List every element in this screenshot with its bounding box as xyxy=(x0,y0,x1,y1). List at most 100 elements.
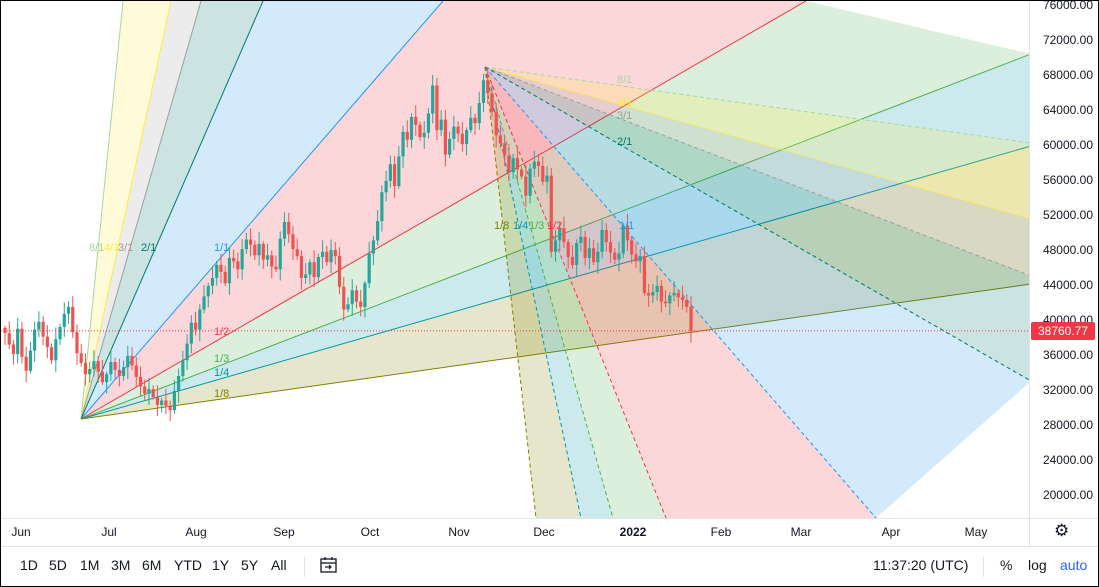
candle-body xyxy=(138,376,143,387)
candle-body xyxy=(367,253,371,284)
range-1y-button[interactable]: 1Y xyxy=(212,557,230,573)
candle-body xyxy=(426,113,431,133)
candle-body xyxy=(452,126,456,139)
fan1-label: 1/8 xyxy=(214,388,229,400)
y-tick-label: 64000.00 xyxy=(1043,103,1093,117)
gann-fan-1-line xyxy=(80,1,172,420)
x-tick-label: Apr xyxy=(882,525,901,539)
candle-body xyxy=(253,244,257,256)
candle-body xyxy=(329,250,333,263)
candle-body xyxy=(172,390,176,411)
gear-icon[interactable]: ⚙ xyxy=(1054,521,1070,540)
candle-body xyxy=(388,164,392,181)
range-1m-button[interactable]: 1M xyxy=(80,557,100,573)
candle-body xyxy=(312,262,316,278)
candle-body xyxy=(28,350,33,371)
candle-body xyxy=(545,175,549,182)
candle-body xyxy=(464,130,469,145)
gann-fan-2-line xyxy=(484,66,1029,144)
candle-body xyxy=(570,257,575,265)
fan1-label: 8/1 xyxy=(89,242,104,254)
gann-fan-1-line xyxy=(80,54,1029,420)
candle-body xyxy=(634,254,638,262)
fan2-label: 4/1 xyxy=(617,97,632,109)
y-tick-label: 32000.00 xyxy=(1043,383,1093,397)
percent-scale-toggle[interactable]: % xyxy=(1000,557,1013,573)
candle-body xyxy=(49,347,54,361)
log-scale-toggle[interactable]: log xyxy=(1028,557,1047,573)
candle-body xyxy=(160,400,164,405)
candle-body xyxy=(147,389,151,394)
candle-body xyxy=(494,111,498,136)
range-all-button[interactable]: All xyxy=(271,557,287,573)
candle-body xyxy=(189,322,193,344)
candle-body xyxy=(117,369,121,376)
candle-body xyxy=(100,371,104,383)
candle-body xyxy=(528,168,532,196)
candle-body xyxy=(155,397,160,405)
range-1d-button[interactable]: 1D xyxy=(20,557,38,573)
candle-body xyxy=(274,266,278,270)
fan1-label: 1/1 xyxy=(214,242,229,254)
x-tick-label: Dec xyxy=(533,525,554,539)
range-ytd-button[interactable]: YTD xyxy=(174,557,202,573)
candle-body xyxy=(507,155,511,173)
candle-body xyxy=(668,295,672,304)
date-range-icon-svg xyxy=(320,557,337,573)
candle-body xyxy=(41,321,45,337)
fan2-label: 1/2 xyxy=(547,220,562,232)
gann-fan-2-band xyxy=(485,67,1029,276)
candle-body xyxy=(325,251,329,263)
candle-body xyxy=(409,117,414,140)
candle-body xyxy=(130,355,134,366)
candle-body xyxy=(79,353,83,363)
range-6m-button[interactable]: 6M xyxy=(142,557,162,573)
candle-body xyxy=(532,161,536,169)
gann-fan-1-line xyxy=(80,1,807,420)
candle-body xyxy=(202,296,206,310)
candle-body xyxy=(320,251,325,257)
candle-body xyxy=(308,262,312,275)
candle-body xyxy=(66,306,71,314)
candle-body xyxy=(227,257,232,284)
candle-body xyxy=(520,169,524,177)
range-5d-button[interactable]: 5D xyxy=(49,557,67,573)
candle-body xyxy=(304,274,308,278)
clock-time[interactable]: 11:37:20 (UTC) xyxy=(873,557,969,573)
chart-canvas[interactable]: 8/1 4/13/1 2/1 1/11/21/31/41/88/14/13/12/11… xyxy=(1,1,1098,546)
candle-body xyxy=(109,362,113,375)
candle-body xyxy=(88,369,92,375)
candle-body xyxy=(541,166,545,182)
candle-body xyxy=(215,264,219,278)
candle-body xyxy=(291,234,295,250)
gann-fan-1-line xyxy=(80,1,444,420)
candle-body xyxy=(659,285,663,302)
range-3m-button[interactable]: 3M xyxy=(111,557,131,573)
date-range-icon[interactable] xyxy=(319,555,339,578)
fan2-label: 2/1 xyxy=(617,136,632,148)
candle-body xyxy=(473,117,477,124)
candle-body xyxy=(608,242,613,253)
auto-scale-toggle[interactable]: auto xyxy=(1060,557,1088,573)
candle-body xyxy=(177,376,181,391)
gann-fan-2-line xyxy=(484,66,537,518)
candle-body xyxy=(422,132,426,138)
candle-body xyxy=(431,85,435,114)
candle-body xyxy=(549,175,553,252)
x-axis: Jun Jul Aug Sep Oct Nov Dec 2022 Feb Mar Apr May xyxy=(11,525,987,539)
candle-body xyxy=(342,286,346,310)
candle-body xyxy=(617,253,621,260)
x-tick-label: May xyxy=(965,525,988,539)
candle-body xyxy=(185,343,189,361)
candle-body xyxy=(363,283,367,307)
x-tick-label: Jul xyxy=(101,525,116,539)
y-tick-label: 48000.00 xyxy=(1043,243,1093,257)
candle-body xyxy=(579,236,583,243)
y-tick-label: 28000.00 xyxy=(1043,418,1093,432)
candle-body xyxy=(647,292,651,296)
fan1-label: 4/1 xyxy=(104,242,119,254)
candle-body xyxy=(240,249,244,270)
range-5y-button[interactable]: 5Y xyxy=(241,557,259,573)
y-tick-label: 24000.00 xyxy=(1043,453,1093,467)
y-tick-label: 52000.00 xyxy=(1043,208,1093,222)
